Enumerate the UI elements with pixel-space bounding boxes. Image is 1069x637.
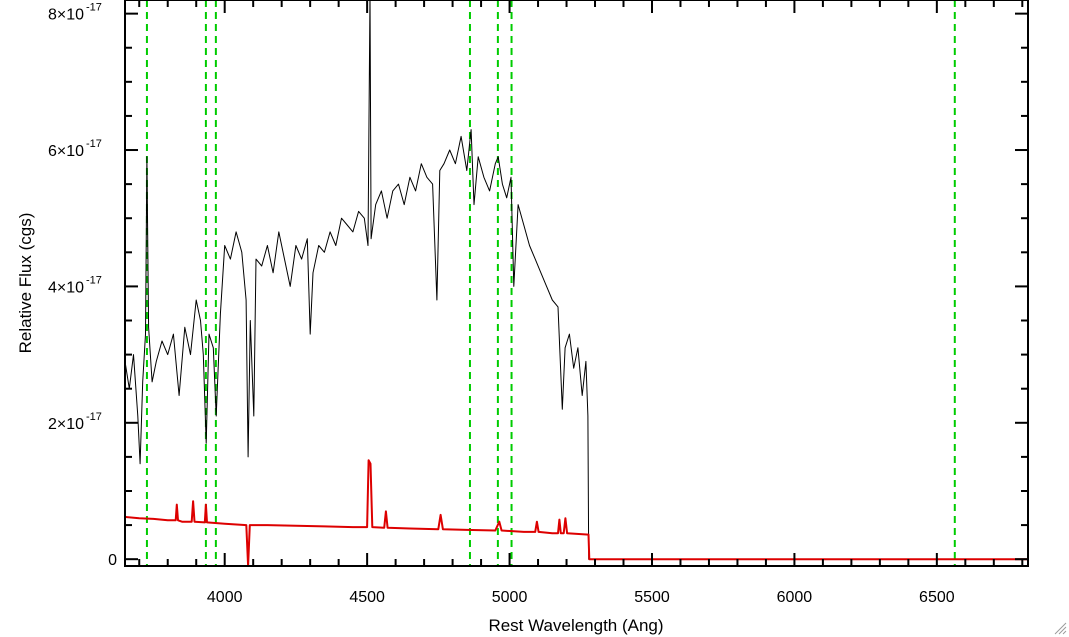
x-axis-title: Rest Wavelength (Ang) <box>488 616 663 635</box>
x-tick-label: 5000 <box>492 589 528 606</box>
series-line <box>125 459 1028 566</box>
x-tick-label: 4000 <box>207 589 243 606</box>
x-tick-label: 4500 <box>349 589 385 606</box>
x-tick-label: 5500 <box>634 589 670 606</box>
y-tick-label: 2×10 <box>48 416 84 433</box>
y-tick-exponent: -17 <box>86 411 102 423</box>
y-tick-label: 6×10 <box>48 143 84 160</box>
resize-grip-icon[interactable] <box>1053 621 1067 635</box>
plot-frame <box>124 0 1029 567</box>
series-line <box>125 0 1028 560</box>
axis-ticks <box>125 0 1028 566</box>
y-tick-exponent: -17 <box>86 2 102 14</box>
y-tick-label: 8×10 <box>48 7 84 24</box>
axes-frame <box>124 0 1029 567</box>
series-layer <box>125 0 1028 566</box>
y-tick-exponent: -17 <box>86 274 102 286</box>
x-tick-label: 6000 <box>777 589 813 606</box>
y-axis-title: Relative Flux (cgs) <box>16 213 35 354</box>
y-tick-label: 0 <box>108 552 117 569</box>
y-tick-exponent: -17 <box>86 138 102 150</box>
reference-lines <box>145 0 956 566</box>
y-tick-label: 4×10 <box>48 279 84 296</box>
x-tick-label: 6500 <box>919 589 955 606</box>
